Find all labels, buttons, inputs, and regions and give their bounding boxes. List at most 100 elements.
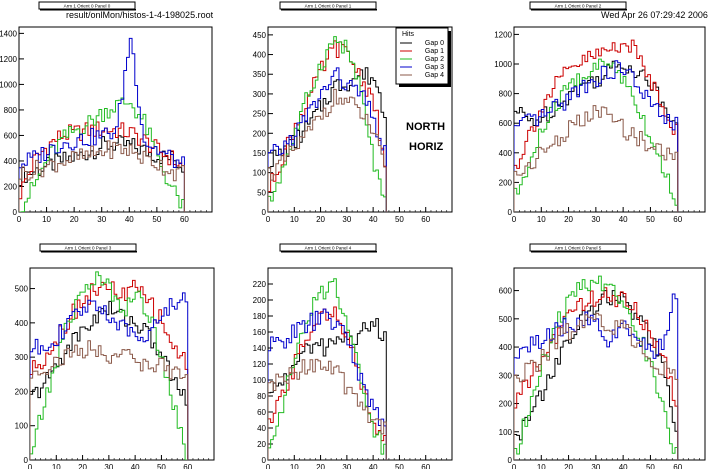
y-tick-label: 400 [499,149,513,158]
x-tick-label: 30 [342,215,351,224]
y-tick-label: 800 [499,90,513,99]
x-tick-label: 60 [180,215,189,224]
y-tick-label: 200 [499,400,513,409]
overlay-north-label: NORTH [406,121,446,133]
y-tick-label: 1000 [494,60,512,69]
legend-entry-label: Gap 3 [425,64,444,71]
y-tick-label: 1200 [0,55,18,64]
plot-frame [513,26,706,213]
y-tick-label: 100 [15,422,29,431]
x-tick-label: 60 [421,463,430,469]
x-tick-label: 60 [183,463,192,469]
file-path-label: result/onlMon/histos-1-4-198025.root [66,10,214,20]
y-tick-label: 400 [4,157,18,166]
x-tick-label: 10 [537,463,546,469]
x-tick-label: 20 [78,463,87,469]
series-line-gap-0 [268,318,387,460]
x-tick-label: 50 [395,463,404,469]
y-tick-label: 300 [499,371,513,380]
x-tick-label: 30 [591,463,600,469]
y-tick-label: 220 [253,280,267,289]
panel-title: Arm 1 Orient 0 Panel 2 [555,4,602,9]
x-tick-label: 10 [290,463,299,469]
y-tick-label: 1000 [0,80,18,89]
x-tick-label: 50 [152,215,161,224]
histogram-panel-4: Arm 1 Orient 0 Panel 4 0 10 20 30 40 50 60 0 20 40… [253,243,453,469]
x-tick-label: 20 [316,215,325,224]
panel-title-tab: Arm 1 Orient 0 Panel 0 [38,1,136,11]
panel-title-shadow [40,9,136,11]
histogram-panel-5: Arm 1 Orient 0 Panel 50 10 20 30 40 50 6001002… [499,243,706,469]
y-tick-label: 1200 [494,30,512,39]
x-tick-label: 50 [157,463,166,469]
series-line-gap-3 [514,60,679,212]
y-tick-label: 50 [257,188,266,197]
series-line-gap-3 [268,308,387,460]
x-tick-label: 40 [125,215,134,224]
x-tick-label: 40 [369,463,378,469]
y-tick-label: 0 [13,208,18,217]
y-tick-label: 0 [262,456,267,465]
series-line-gap-4 [514,105,679,212]
y-tick-label: 300 [253,90,267,99]
panel-title: Arm 1 Orient 0 Panel 0 [64,4,111,9]
y-tick-label: 60 [257,408,266,417]
overlay-horiz-label: HORIZ [409,141,444,153]
series-line-gap-2 [30,271,188,460]
x-tick-label: 50 [646,463,655,469]
y-tick-label: 600 [499,119,513,128]
y-tick-label: 100 [253,376,267,385]
histogram-panels: Arm 1 Orient 0 Panel 00 10 20 30 40 50 6002004… [0,1,706,469]
y-tick-label: 0 [262,208,267,217]
y-tick-label: 0 [508,208,513,217]
x-tick-label: 30 [342,463,351,469]
y-tick-label: 150 [253,149,267,158]
x-tick-label: 10 [42,215,51,224]
histogram-panel-3: Arm 1 Orient 0 Panel 3 0 10 20 30 40 50 60 0 100 2… [15,243,215,469]
x-tick-label: 40 [619,463,628,469]
panel-title-tab: Arm 1 Orient 0 Panel 2 [529,1,627,11]
y-tick-label: 80 [257,392,266,401]
y-tick-label: 800 [4,106,18,115]
y-tick-label: 200 [15,387,29,396]
x-tick-label: 60 [673,215,682,224]
timestamp-label: Wed Apr 26 07:29:42 2006 [601,10,708,20]
x-tick-label: 0 [512,463,517,469]
y-tick-label: 600 [4,131,18,140]
series-line-gap-3 [19,37,185,212]
y-tick-label: 250 [253,110,267,119]
y-tick-label: 20 [257,440,266,449]
panel-title-tab: Arm 1 Orient 0 Panel 4 [279,243,377,253]
series-line-gap-2 [514,58,679,212]
x-tick-label: 40 [131,463,140,469]
y-tick-label: 400 [499,343,513,352]
y-tick-label: 100 [499,428,513,437]
legend-box [395,27,449,85]
panel-title-shadow [281,251,377,253]
y-tick-label: 400 [253,51,267,60]
x-tick-label: 30 [104,463,113,469]
panel-title-shadow [41,251,137,253]
panel-title-shadow [281,9,377,11]
series-line-gap-1 [268,40,387,212]
x-tick-label: 0 [266,463,271,469]
plot-frame [267,26,453,213]
y-tick-label: 40 [257,424,266,433]
panel-title-tab: Arm 1 Orient 0 Panel 3 [39,243,137,253]
x-tick-label: 0 [512,215,517,224]
y-tick-label: 200 [253,129,267,138]
panel-title-tab: Arm 1 Orient 0 Panel 1 [279,1,377,11]
x-tick-label: 50 [395,215,404,224]
panel-title-tab: Arm 1 Orient 0 Panel 5 [529,243,627,253]
series-line-gap-4 [514,312,679,460]
panel-title: Arm 1 Orient 0 Panel 1 [305,4,352,9]
panel-title: Arm 1 Orient 0 Panel 4 [305,246,352,251]
legend-entry-label: Gap 2 [425,56,444,63]
x-tick-label: 0 [17,215,22,224]
x-tick-label: 0 [28,463,33,469]
x-tick-label: 40 [369,215,378,224]
series-line-gap-4 [30,340,189,460]
y-tick-label: 0 [508,456,513,465]
panel-title: Arm 1 Orient 0 Panel 3 [65,246,112,251]
